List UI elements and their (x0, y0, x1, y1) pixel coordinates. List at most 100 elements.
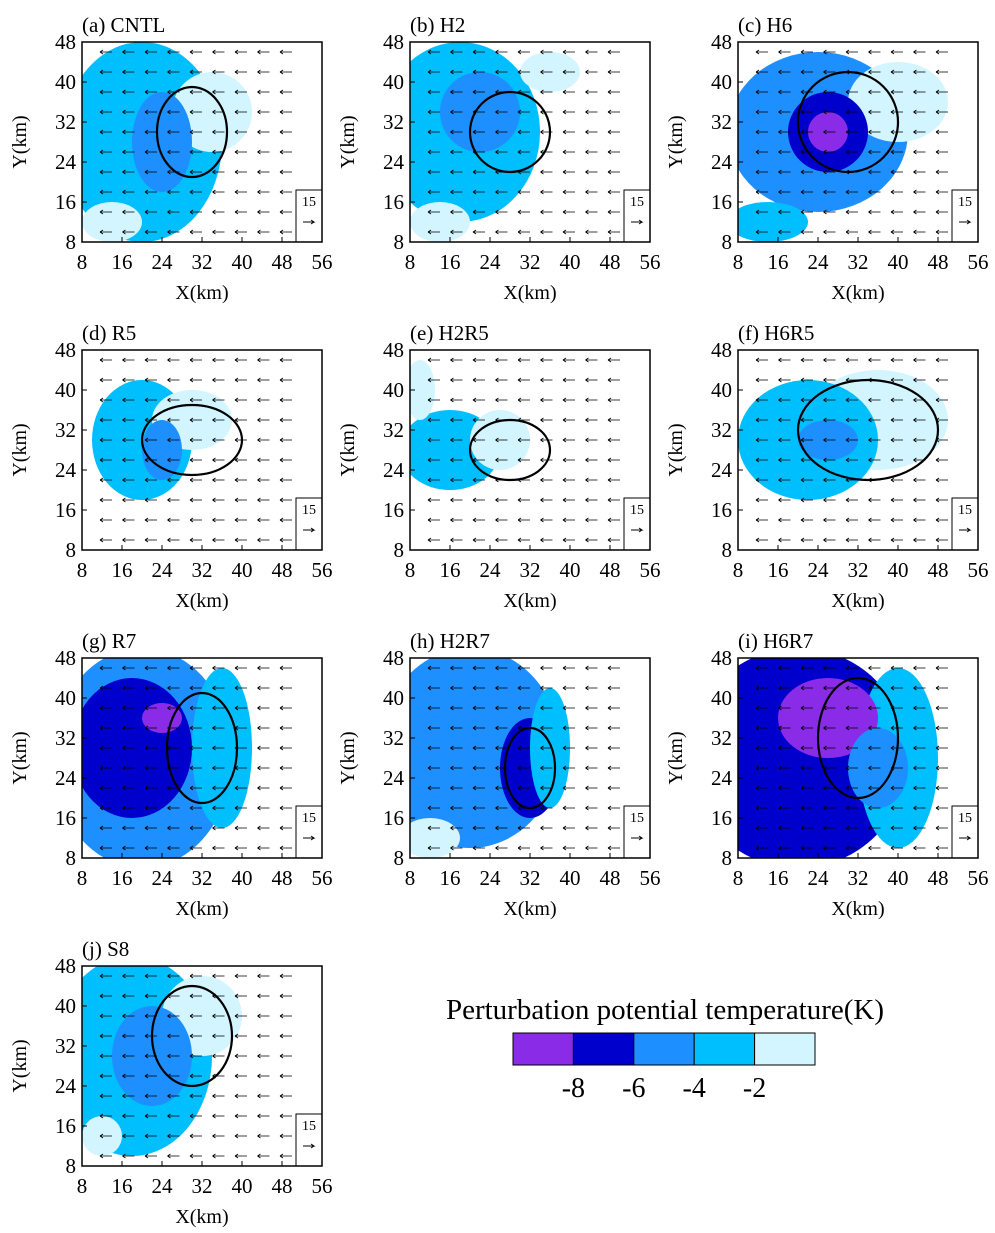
y-tick-label: 16 (711, 190, 732, 214)
x-tick-label: 24 (480, 250, 502, 274)
x-tick-label: 56 (640, 558, 661, 582)
panel-title: (f) H6R5 (738, 321, 814, 345)
x-tick-label: 32 (192, 1174, 213, 1198)
x-tick-label: 32 (848, 558, 869, 582)
x-tick-label: 40 (560, 866, 581, 890)
x-tick-label: 24 (480, 558, 502, 582)
colorbar-swatch (572, 1032, 635, 1066)
x-axis-label: X(km) (831, 898, 884, 920)
x-tick-label: 56 (312, 558, 333, 582)
x-tick-label: 48 (600, 866, 621, 890)
colorbar-title: Perturbation potential temperature(K) (446, 994, 884, 1026)
x-tick-label: 40 (232, 250, 253, 274)
reference-label: 15 (630, 195, 644, 210)
y-tick-label: 32 (711, 110, 732, 134)
x-tick-label: 32 (520, 866, 541, 890)
wind-vectors (99, 49, 292, 235)
reference-arrow (303, 219, 316, 225)
reference-arrow (959, 527, 972, 533)
reference-arrow (631, 527, 644, 533)
wind-vectors (427, 357, 620, 543)
x-tick-label: 24 (152, 558, 174, 582)
reference-arrow (303, 835, 316, 841)
y-tick-label: 24 (55, 766, 77, 790)
x-tick-label: 32 (848, 866, 869, 890)
shading (410, 360, 435, 420)
reference-arrow (303, 527, 316, 533)
y-axis-label: Y(km) (337, 731, 359, 784)
x-tick-label: 48 (272, 1174, 293, 1198)
y-tick-label: 16 (55, 1114, 76, 1138)
plot-area (738, 658, 948, 858)
x-tick-label: 56 (968, 558, 989, 582)
y-tick-label: 48 (383, 646, 404, 670)
y-tick-label: 48 (711, 338, 732, 362)
y-tick-label: 24 (711, 150, 733, 174)
x-tick-label: 8 (405, 558, 416, 582)
y-tick-label: 40 (711, 70, 732, 94)
plot-area (410, 658, 620, 858)
colorbar-tick-label: -4 (683, 1073, 706, 1104)
x-tick-label: 16 (112, 1174, 133, 1198)
y-tick-label: 16 (55, 498, 76, 522)
reference-label: 15 (302, 503, 316, 518)
colorbar-tick-label: -2 (743, 1073, 766, 1104)
x-tick-label: 8 (405, 866, 416, 890)
y-tick-label: 16 (383, 806, 404, 830)
wind-vectors (99, 665, 292, 851)
x-tick-label: 8 (77, 866, 88, 890)
shading (410, 818, 460, 858)
plot-area (410, 357, 620, 543)
shading (778, 678, 878, 758)
y-tick-label: 32 (383, 110, 404, 134)
x-tick-label: 48 (272, 866, 293, 890)
y-axis-label: Y(km) (9, 731, 31, 784)
x-tick-label: 48 (928, 250, 949, 274)
plot-area (82, 966, 292, 1159)
x-tick-label: 40 (232, 558, 253, 582)
x-tick-label: 8 (733, 558, 744, 582)
shading (142, 420, 182, 480)
panel-title: (g) R7 (82, 629, 136, 653)
x-tick-label: 56 (312, 1174, 333, 1198)
y-tick-label: 40 (55, 378, 76, 402)
x-tick-label: 8 (77, 1174, 88, 1198)
x-tick-label: 16 (112, 866, 133, 890)
x-tick-label: 16 (112, 250, 133, 274)
x-axis-label: X(km) (175, 898, 228, 920)
y-tick-label: 40 (383, 378, 404, 402)
y-tick-label: 8 (394, 230, 405, 254)
x-tick-label: 8 (733, 250, 744, 274)
panel-title: (h) H2R7 (410, 629, 490, 653)
y-tick-label: 8 (394, 846, 405, 870)
y-tick-label: 40 (55, 686, 76, 710)
x-tick-label: 56 (968, 866, 989, 890)
reference-arrow (631, 835, 644, 841)
reference-label: 15 (302, 1119, 316, 1134)
shading (132, 92, 192, 192)
y-tick-label: 8 (66, 1154, 77, 1178)
x-tick-label: 32 (192, 250, 213, 274)
shading (82, 202, 142, 242)
x-tick-label: 40 (888, 250, 909, 274)
y-tick-label: 32 (55, 418, 76, 442)
y-tick-label: 32 (55, 1034, 76, 1058)
wind-vectors (755, 49, 948, 235)
reference-label: 15 (630, 811, 644, 826)
y-axis-label: Y(km) (665, 423, 687, 476)
y-tick-label: 16 (711, 806, 732, 830)
y-tick-label: 24 (711, 458, 733, 482)
y-tick-label: 24 (55, 458, 77, 482)
y-axis-label: Y(km) (9, 115, 31, 168)
x-tick-label: 24 (152, 250, 174, 274)
y-tick-label: 24 (383, 766, 405, 790)
y-tick-label: 8 (66, 846, 77, 870)
panel-title: (d) R5 (82, 321, 136, 345)
y-axis-label: Y(km) (337, 115, 359, 168)
wind-vectors (99, 973, 292, 1159)
